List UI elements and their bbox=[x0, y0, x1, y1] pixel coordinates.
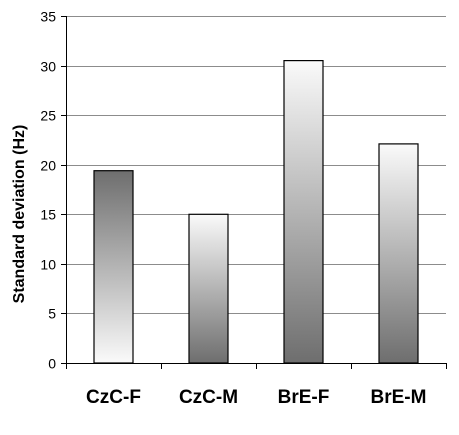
bar-bre-f bbox=[283, 59, 324, 364]
axes bbox=[61, 16, 447, 369]
x-tick-label: CzC-F bbox=[86, 387, 141, 408]
y-tick-label: 20 bbox=[40, 158, 56, 174]
y-axis-label: Standard deviation (Hz) bbox=[11, 125, 28, 304]
x-tick-label: CzC-M bbox=[179, 387, 238, 408]
y-tick-labels: 0 5 10 15 20 25 30 35 bbox=[40, 9, 56, 372]
y-tick-label: 35 bbox=[40, 9, 56, 25]
x-tick-labels: CzC-F CzC-M BrE-F BrE-M bbox=[86, 387, 426, 408]
y-tick-label: 0 bbox=[48, 356, 56, 372]
x-tick-label: BrE-F bbox=[278, 387, 330, 408]
y-tick-label: 5 bbox=[48, 306, 56, 322]
bars bbox=[93, 59, 419, 364]
bar-czc-m bbox=[188, 213, 229, 364]
y-tick-label: 15 bbox=[40, 207, 56, 223]
x-tick-label: BrE-M bbox=[371, 387, 427, 408]
bar-bre-m bbox=[378, 143, 419, 364]
bar-czc-f bbox=[93, 170, 134, 364]
y-tick-label: 30 bbox=[40, 59, 56, 75]
y-tick-label: 10 bbox=[40, 257, 56, 273]
y-tick-label: 25 bbox=[40, 108, 56, 124]
